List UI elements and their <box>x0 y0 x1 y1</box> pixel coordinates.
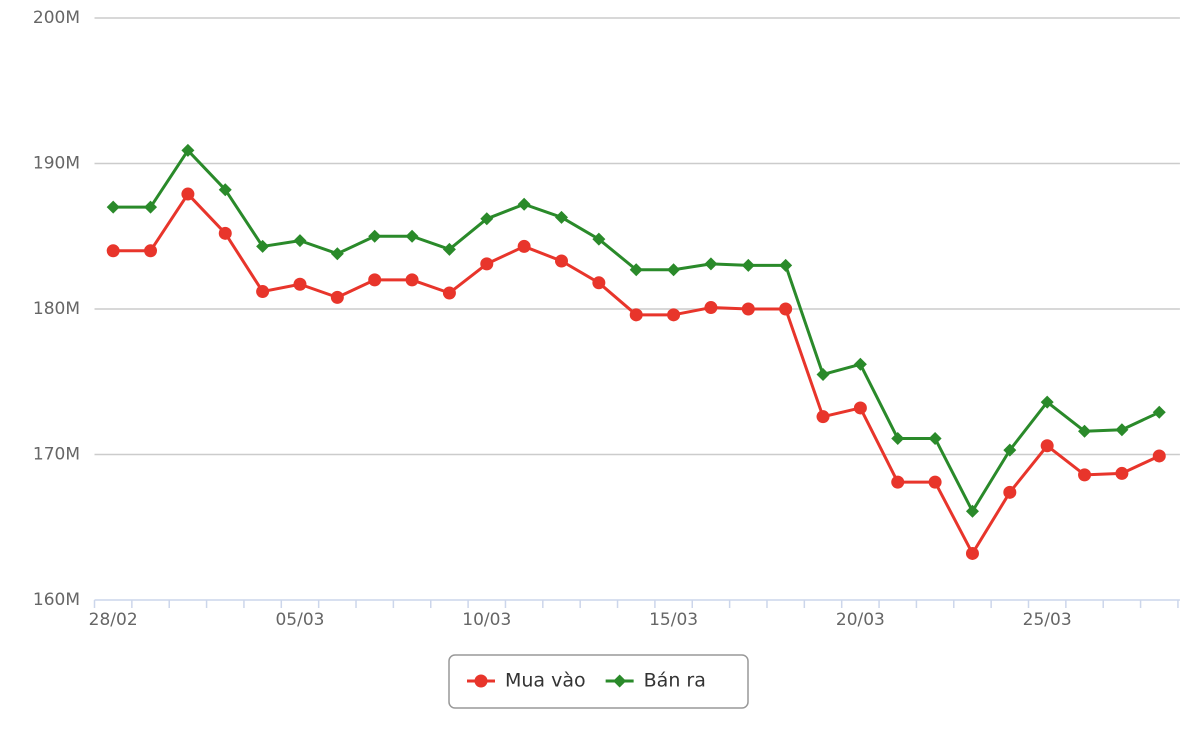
data-point <box>629 308 643 322</box>
data-point <box>480 212 494 226</box>
data-point <box>256 285 270 299</box>
data-point <box>368 229 382 243</box>
series-line <box>113 192 1160 555</box>
data-point <box>816 410 830 424</box>
data-point <box>293 234 307 248</box>
data-point <box>741 258 755 272</box>
data-point <box>667 308 681 322</box>
data-point <box>1115 423 1129 437</box>
data-point <box>256 239 270 253</box>
data-point <box>480 257 494 271</box>
data-point <box>1152 449 1166 463</box>
data-point <box>330 247 344 261</box>
data-point <box>629 263 643 277</box>
legend-label[interactable]: Mua vào <box>505 670 586 692</box>
data-point <box>218 183 232 197</box>
data-point <box>853 357 867 371</box>
x-tick-label: 28/02 <box>89 610 138 630</box>
x-tick-label: 20/03 <box>836 610 885 630</box>
legend-marker <box>474 674 488 688</box>
data-point <box>779 258 793 272</box>
data-point <box>928 431 942 445</box>
data-point <box>106 244 120 258</box>
y-tick-label: 190M <box>33 154 80 174</box>
legend-label[interactable]: Bán ra <box>644 670 706 692</box>
x-tick-label: 10/03 <box>462 610 511 630</box>
data-point <box>442 242 456 256</box>
data-point <box>405 273 419 287</box>
data-point <box>965 504 979 518</box>
data-point <box>293 277 307 291</box>
data-point <box>592 276 606 290</box>
data-point <box>1115 466 1129 480</box>
data-point <box>1152 405 1166 419</box>
data-point <box>891 431 905 445</box>
data-point <box>704 301 718 315</box>
data-point <box>330 290 344 304</box>
legend-box <box>448 654 749 709</box>
data-point <box>1003 485 1017 499</box>
data-point <box>853 401 867 415</box>
series-line <box>113 148 1160 513</box>
data-point <box>368 273 382 287</box>
data-point <box>779 302 793 316</box>
data-point <box>928 475 942 489</box>
legend-marker <box>613 674 627 688</box>
data-point <box>517 197 531 211</box>
y-tick-label: 200M <box>33 8 80 28</box>
data-point <box>667 263 681 277</box>
data-point <box>891 475 905 489</box>
data-point <box>517 239 531 253</box>
data-point <box>1040 395 1054 409</box>
data-point <box>1078 468 1092 482</box>
data-point <box>816 367 830 381</box>
y-tick-label: 180M <box>33 299 80 319</box>
data-point <box>144 244 158 258</box>
data-point <box>704 257 718 271</box>
data-point <box>592 232 606 246</box>
data-point <box>1078 424 1092 438</box>
data-point <box>218 226 232 240</box>
data-point <box>405 229 419 243</box>
y-tick-label: 170M <box>33 445 80 465</box>
data-point <box>1003 443 1017 457</box>
x-tick-label: 05/03 <box>275 610 324 630</box>
x-tick-label: 25/03 <box>1023 610 1072 630</box>
y-tick-label: 160M <box>33 590 80 610</box>
data-point <box>555 210 568 224</box>
x-tick-label: 15/03 <box>649 610 698 630</box>
data-point <box>741 302 755 316</box>
data-point <box>144 200 158 214</box>
data-point <box>1040 439 1054 453</box>
data-point <box>965 546 979 560</box>
data-point <box>442 286 456 300</box>
data-point <box>181 187 195 201</box>
data-point <box>106 200 120 214</box>
data-point <box>555 254 568 268</box>
data-point <box>181 143 195 157</box>
